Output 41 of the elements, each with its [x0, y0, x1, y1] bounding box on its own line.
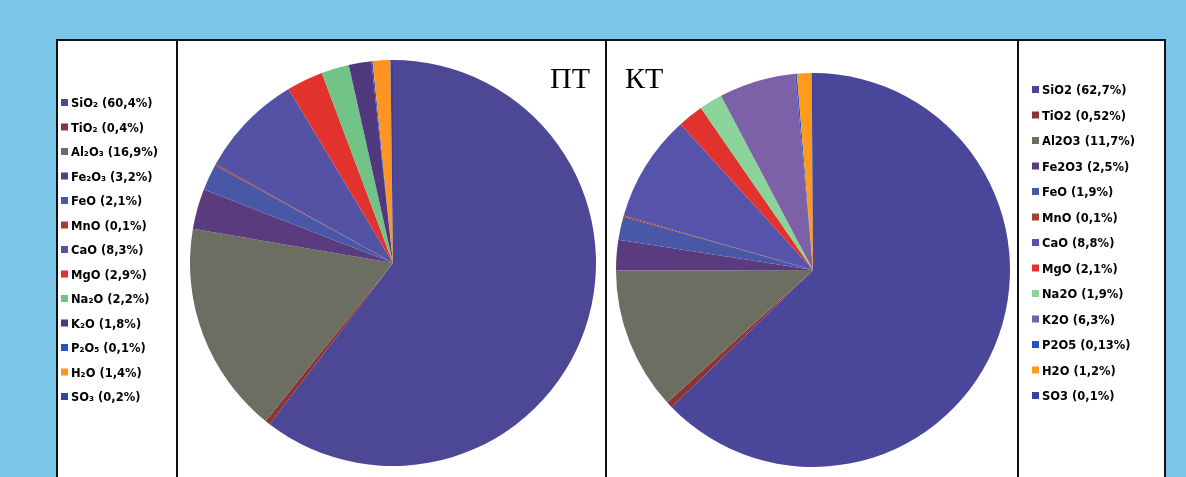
legend-label: Al2O3 (11,7%) — [1042, 134, 1136, 148]
pie-slice — [671, 73, 1010, 467]
legend-label: MgO (2,9%) — [71, 267, 147, 282]
pie-slice — [720, 73, 813, 270]
pie-slice — [288, 72, 393, 263]
legend-label: Na₂O (2,2%) — [71, 292, 150, 306]
legend-label: Fe2O3 (2,5%) — [1042, 159, 1130, 174]
legend-label: MgO (2,1%) — [1042, 261, 1118, 276]
legend-label: SO₃ (0,2%) — [71, 390, 141, 404]
legend-label: CaO (8,8%) — [1042, 236, 1115, 250]
pie-slice — [623, 124, 813, 270]
legend-label: Fe₂O₃ (3,2%) — [71, 169, 153, 184]
legend-label: Al₂O₃ (16,9%) — [71, 145, 159, 159]
pie-slice — [321, 64, 393, 263]
legend-label: TiO2 (0,52%) — [1042, 108, 1126, 123]
legend-label: K₂O (1,8%) — [71, 316, 142, 331]
chart-title: ПТ — [550, 61, 590, 94]
legend-label: H₂O (1,4%) — [71, 365, 142, 380]
legend-label: Na2O (1,9%) — [1042, 287, 1124, 301]
pie-slice — [348, 61, 393, 263]
pie-slice — [192, 189, 393, 263]
legend-label: SiO₂ (60,4%) — [71, 96, 153, 110]
legend-label: K2O (6,3%) — [1042, 312, 1116, 327]
legend-label: P₂O₅ (0,1%) — [71, 341, 146, 355]
legend-label: MnO (0,1%) — [1042, 210, 1118, 225]
legend-label: FeO (2,1%) — [71, 194, 143, 208]
pie-slice — [616, 270, 813, 403]
legend-label: P2O5 (0,13%) — [1042, 338, 1131, 352]
legend-label: CaO (8,3%) — [71, 243, 144, 257]
pie-slice — [190, 228, 393, 422]
legend-label: SiO2 (62,7%) — [1042, 83, 1127, 97]
legend-label: MnO (0,1%) — [71, 218, 147, 233]
pie-slice — [616, 239, 813, 271]
legend-label: FeO (1,9%) — [1042, 185, 1114, 199]
legend-label: SO3 (0,1%) — [1042, 389, 1115, 403]
pie-slice — [680, 108, 813, 270]
legend-label: TiO₂ (0,4%) — [71, 120, 145, 135]
chart-title: КТ — [625, 61, 664, 94]
pie-slice — [269, 60, 596, 466]
legend-label: H2O (1,2%) — [1042, 363, 1116, 378]
pie-slice — [700, 95, 813, 270]
